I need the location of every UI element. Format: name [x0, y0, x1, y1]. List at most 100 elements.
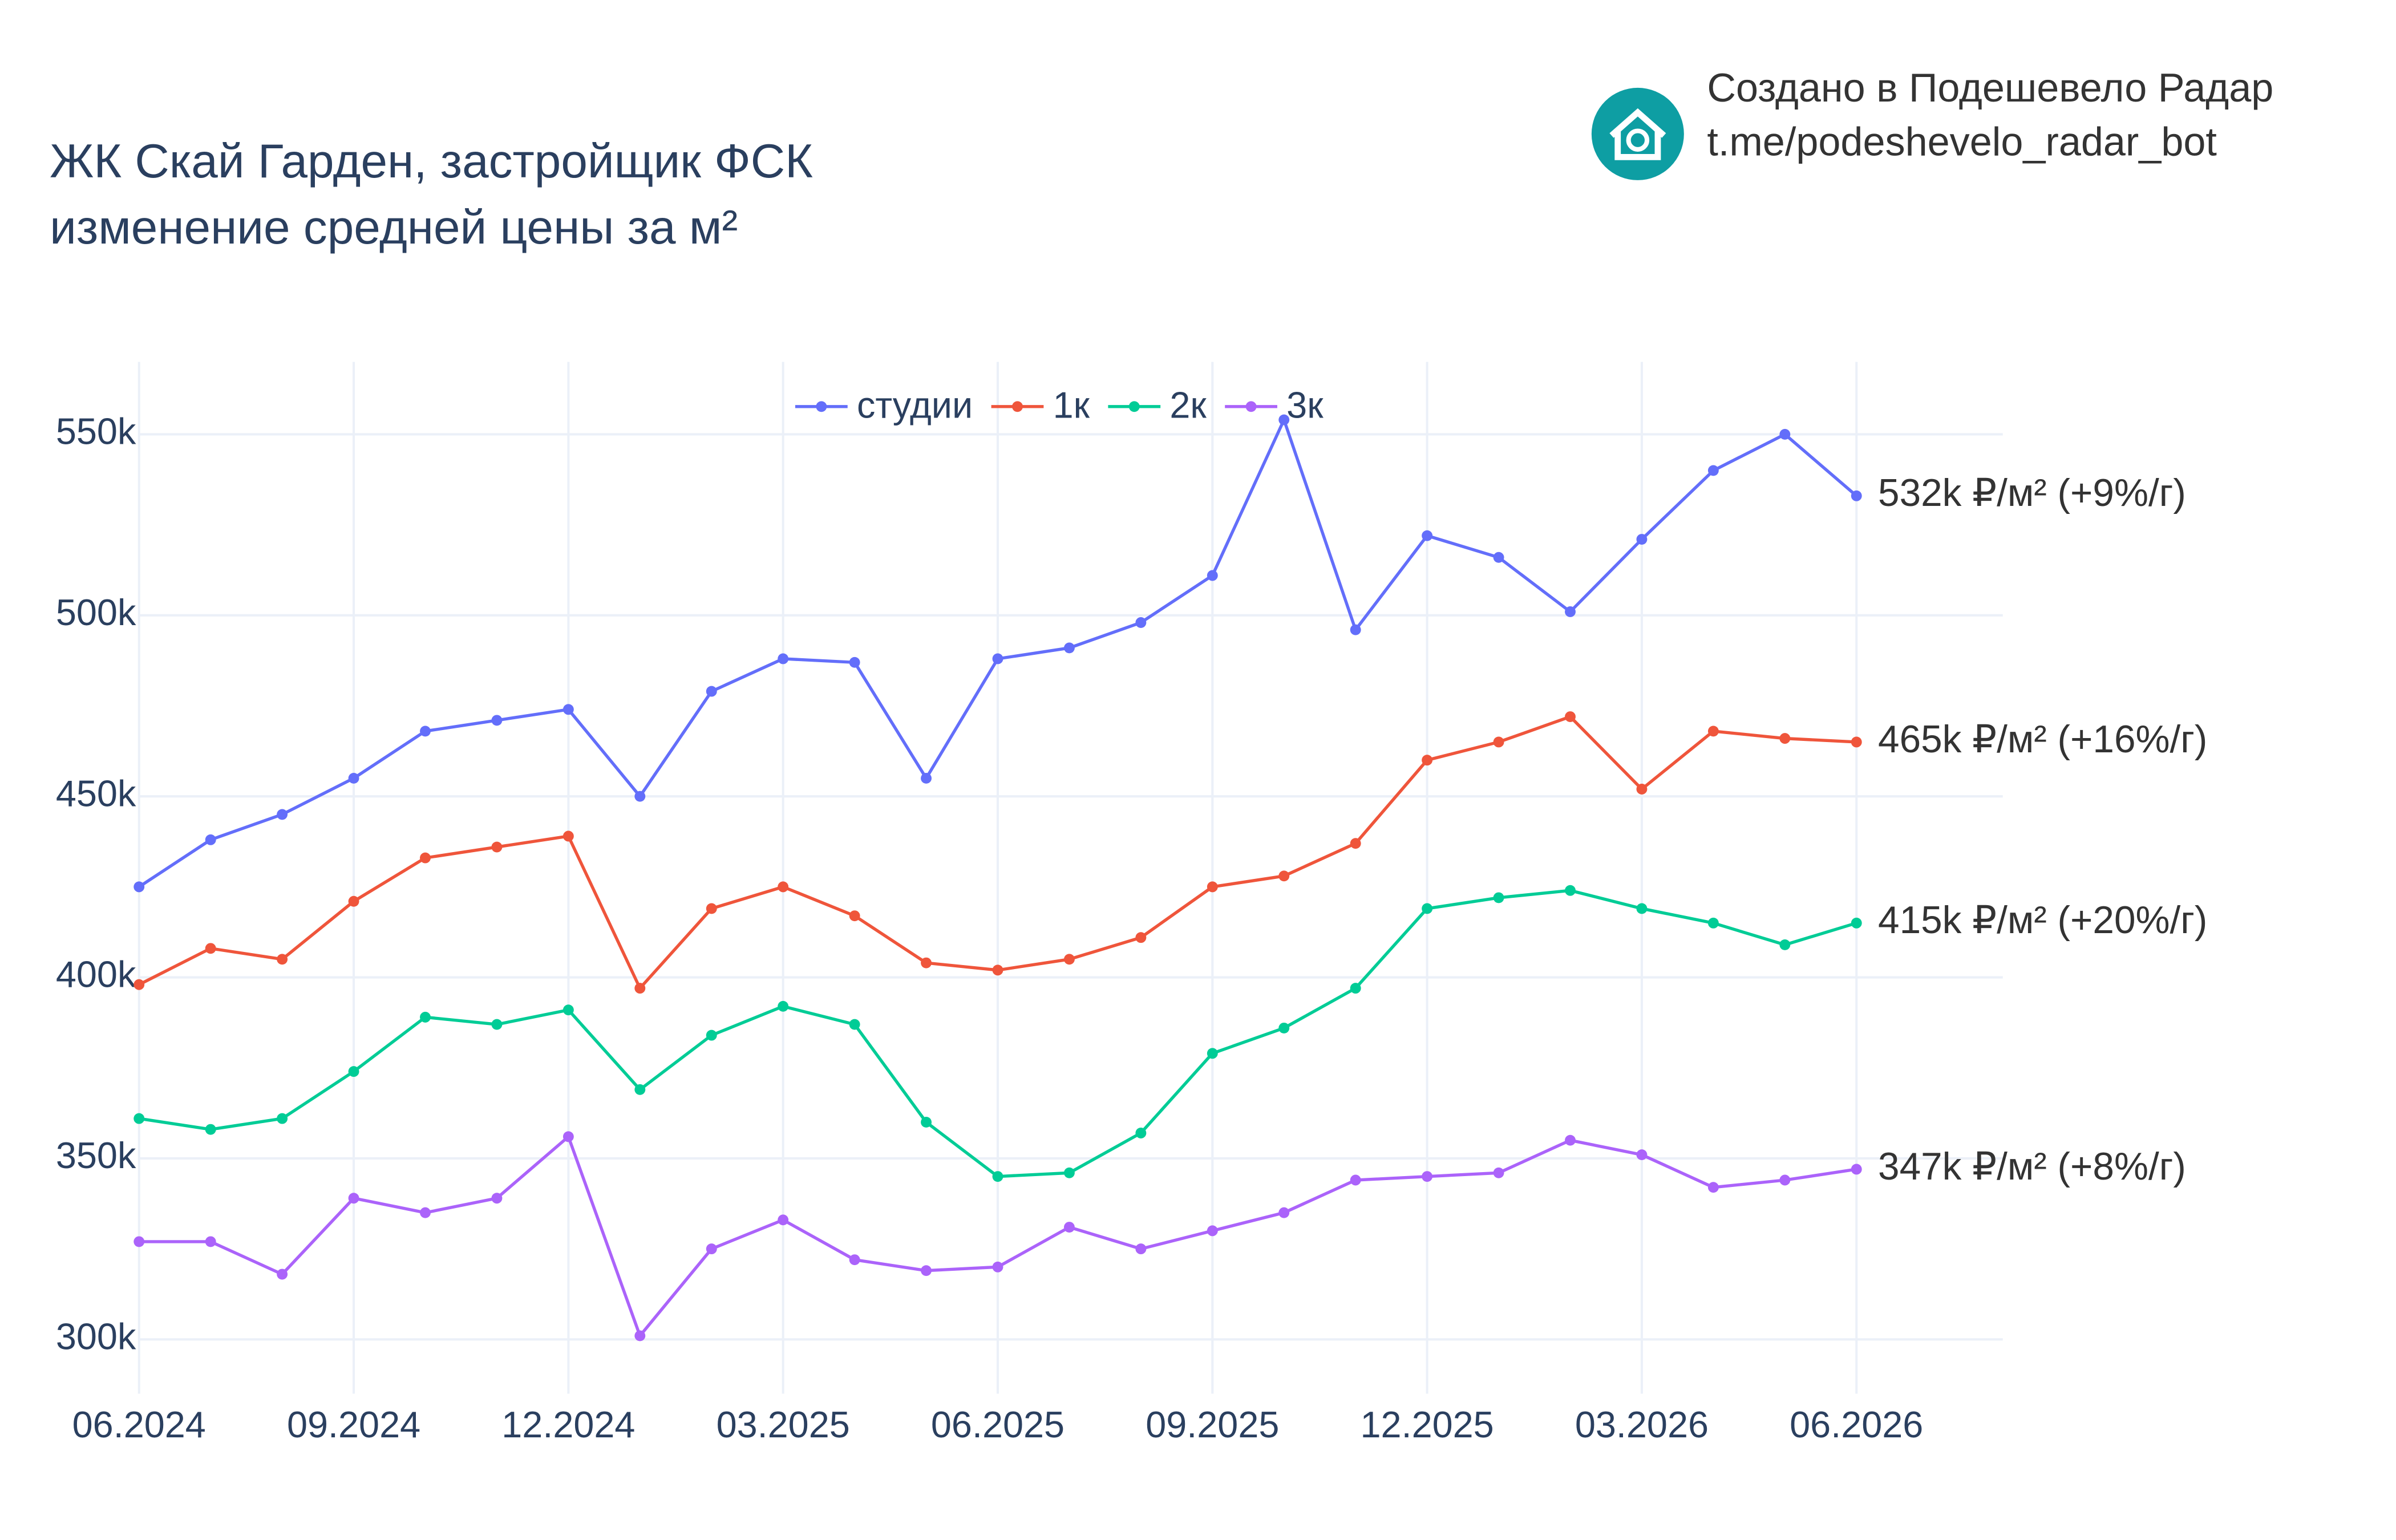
- data-point: [1207, 1225, 1218, 1237]
- data-point: [348, 772, 359, 784]
- data-point: [1135, 617, 1147, 628]
- data-point: [1851, 490, 1862, 501]
- data-point: [348, 1193, 359, 1204]
- data-point: [1207, 1048, 1218, 1059]
- data-point: [706, 1243, 717, 1255]
- y-tick-label: 300k: [56, 1315, 136, 1357]
- x-tick-label: 12.2024: [501, 1404, 635, 1445]
- legend-label: студии: [857, 384, 973, 426]
- data-point: [778, 1214, 789, 1226]
- data-point: [1422, 530, 1433, 541]
- data-point: [1063, 954, 1075, 965]
- data-point: [277, 954, 288, 965]
- data-point: [1350, 838, 1361, 849]
- data-point: [562, 830, 574, 842]
- data-point: [921, 772, 932, 784]
- data-point: [1779, 1174, 1791, 1186]
- data-point: [1707, 726, 1719, 737]
- grid: [137, 362, 2003, 1394]
- x-tick-label: 12.2025: [1361, 1404, 1494, 1445]
- data-point: [1636, 1149, 1648, 1161]
- data-point: [849, 656, 860, 668]
- data-point: [1851, 917, 1862, 929]
- legend-label: 3к: [1286, 384, 1324, 426]
- data-point: [1207, 881, 1218, 893]
- data-point: [205, 834, 216, 845]
- data-point: [133, 1113, 145, 1124]
- data-point: [420, 852, 431, 864]
- data-point: [1207, 570, 1218, 581]
- data-point: [992, 653, 1003, 664]
- data-point: [1493, 552, 1504, 563]
- data-point: [921, 957, 932, 968]
- data-point: [491, 841, 503, 853]
- data-point: [1493, 1167, 1504, 1178]
- data-point: [1565, 885, 1576, 896]
- data-point: [348, 1066, 359, 1077]
- brand-link[interactable]: t.me/podeshevelo_radar_bot: [1707, 119, 2217, 164]
- legend-label: 1к: [1053, 384, 1090, 426]
- data-point: [1851, 1164, 1862, 1175]
- data-point: [1565, 1134, 1576, 1146]
- brand: Создано в Подешевело Радар: [1707, 65, 2273, 110]
- data-point: [205, 943, 216, 954]
- y-tick-label: 550k: [56, 411, 136, 452]
- data-point: [491, 715, 503, 726]
- y-tick-label: 500k: [56, 591, 136, 633]
- data-point: [1063, 1167, 1075, 1178]
- legend: студии 1к 2к 3к: [795, 384, 1324, 426]
- data-point: [778, 653, 789, 664]
- data-point: [420, 1207, 431, 1218]
- data-point: [1278, 870, 1290, 882]
- data-point: [1565, 711, 1576, 722]
- data-point: [420, 726, 431, 737]
- x-tick-label: 03.2025: [717, 1404, 850, 1445]
- data-point: [1063, 1222, 1075, 1233]
- data-point: [277, 809, 288, 820]
- data-point: [562, 1131, 574, 1142]
- data-point: [921, 1265, 932, 1276]
- data-point: [1278, 414, 1290, 425]
- data-point: [706, 686, 717, 697]
- data-point: [1636, 903, 1648, 914]
- y-tick-label: 350k: [56, 1134, 136, 1176]
- end-label: 532k ₽/м² (+9%/г): [1878, 472, 2186, 514]
- x-tick-label: 06.2026: [1790, 1404, 1923, 1445]
- data-point: [1422, 903, 1433, 914]
- data-point: [634, 791, 646, 802]
- data-point: [205, 1236, 216, 1247]
- data-point: [1707, 1182, 1719, 1193]
- data-point: [1636, 784, 1648, 795]
- data-point: [1278, 1207, 1290, 1218]
- end-label: 415k ₽/м² (+20%/г): [1878, 899, 2207, 942]
- data-point: [992, 1261, 1003, 1272]
- legend-marker: [1128, 401, 1140, 412]
- data-point: [1707, 465, 1719, 476]
- data-point: [778, 1000, 789, 1012]
- data-point: [562, 1004, 574, 1016]
- data-point: [1278, 1022, 1290, 1034]
- legend-marker: [1245, 401, 1257, 412]
- data-point: [634, 1330, 646, 1342]
- data-point: [992, 1171, 1003, 1182]
- data-point: [849, 1019, 860, 1030]
- data-point: [849, 1254, 860, 1266]
- data-point: [1350, 983, 1361, 994]
- data-point: [1135, 1128, 1147, 1138]
- data-point: [420, 1011, 431, 1023]
- data-point: [1422, 1171, 1433, 1182]
- data-point: [348, 895, 359, 907]
- x-tick-label: 09.2024: [287, 1404, 420, 1445]
- logo: [1591, 87, 1684, 180]
- data-point: [778, 881, 789, 893]
- data-point: [1493, 736, 1504, 748]
- x-tick-label: 09.2025: [1146, 1404, 1279, 1445]
- y-tick-label: 400k: [56, 954, 136, 995]
- data-point: [921, 1116, 932, 1128]
- x-tick-label: 06.2025: [931, 1404, 1065, 1445]
- end-label: 465k ₽/м² (+16%/г): [1878, 718, 2207, 761]
- data-point: [491, 1019, 503, 1030]
- data-point: [1779, 733, 1791, 744]
- data-point: [491, 1193, 503, 1204]
